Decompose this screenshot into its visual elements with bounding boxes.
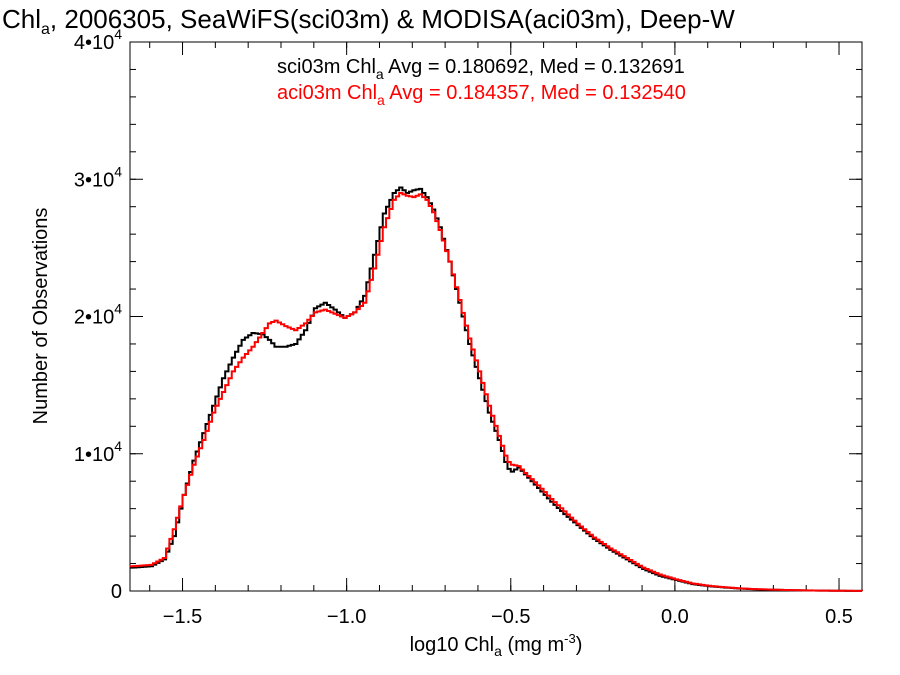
x-axis-label-units: (mg m (502, 634, 564, 656)
x-tick-label: 0.5 (825, 606, 853, 628)
legend-sci03m-sub: a (376, 66, 384, 82)
x-axis-label-close: ) (576, 634, 583, 656)
y-tick-label-mantissa: 0 (111, 581, 122, 603)
y-tick-label-mantissa: 3•10 (74, 169, 114, 191)
legend-sci03m-pre: sci03m Chl (277, 56, 376, 78)
x-tick-labels: −1.5 −1.0 −0.5 0.0 0.5 (163, 606, 853, 628)
y-tick-label-exponent: 4 (114, 438, 122, 454)
y-tick-label: 1•104 (74, 438, 122, 466)
y-tick-label: 3•104 (74, 163, 122, 191)
chart-title-rest: , 2006305, SeaWiFS(sci03m) & MODISA(aci0… (50, 4, 735, 34)
y-tick-label-mantissa: 4•10 (74, 32, 114, 54)
legend-entry-sci03m: sci03m Chla Avg = 0.180692, Med = 0.1326… (277, 56, 685, 82)
y-tick-label: 4•104 (74, 26, 122, 54)
y-tick-label: 2•104 (74, 301, 122, 329)
chart-title: Chla, 2006305, SeaWiFS(sci03m) & MODISA(… (2, 4, 735, 38)
x-tick-label: −1.0 (327, 606, 366, 628)
series-line-aci03m (130, 191, 863, 592)
y-tick-label: 0 (111, 581, 122, 603)
plot-frame (129, 41, 863, 592)
chart-title-subscript: a (41, 21, 50, 38)
y-tick-label-exponent: 4 (114, 26, 122, 42)
x-tick-label: −1.5 (163, 606, 202, 628)
legend-aci03m-sub: a (377, 92, 385, 108)
legend-sci03m-post: Avg = 0.180692, Med = 0.132691 (384, 56, 685, 78)
x-tick-label: −0.5 (491, 606, 530, 628)
y-tick-label-mantissa: 2•10 (74, 307, 114, 329)
x-axis-label: log10 Chla (mg m-3) (410, 631, 583, 659)
y-tick-label-exponent: 4 (114, 163, 122, 179)
y-tick-label-mantissa: 1•10 (74, 444, 114, 466)
x-axis-label-sub: a (494, 643, 502, 659)
legend-aci03m-post: Avg = 0.184357, Med = 0.132540 (385, 82, 686, 104)
x-axis-label-units-sup: -3 (564, 631, 576, 646)
legend-entry-aci03m: aci03m Chla Avg = 0.184357, Med = 0.1325… (277, 82, 686, 108)
x-axis-label-main: log10 Chl (410, 634, 495, 656)
series-line-sci03m (130, 186, 863, 592)
chart-title-main: Chl (2, 4, 41, 34)
legend-aci03m-pre: aci03m Chl (277, 82, 377, 104)
axis-ticks (130, 41, 862, 592)
y-tick-label-exponent: 4 (114, 301, 122, 317)
x-tick-label: 0.0 (661, 606, 689, 628)
y-axis-label: Number of Observations (30, 208, 52, 425)
series-group (130, 186, 863, 592)
